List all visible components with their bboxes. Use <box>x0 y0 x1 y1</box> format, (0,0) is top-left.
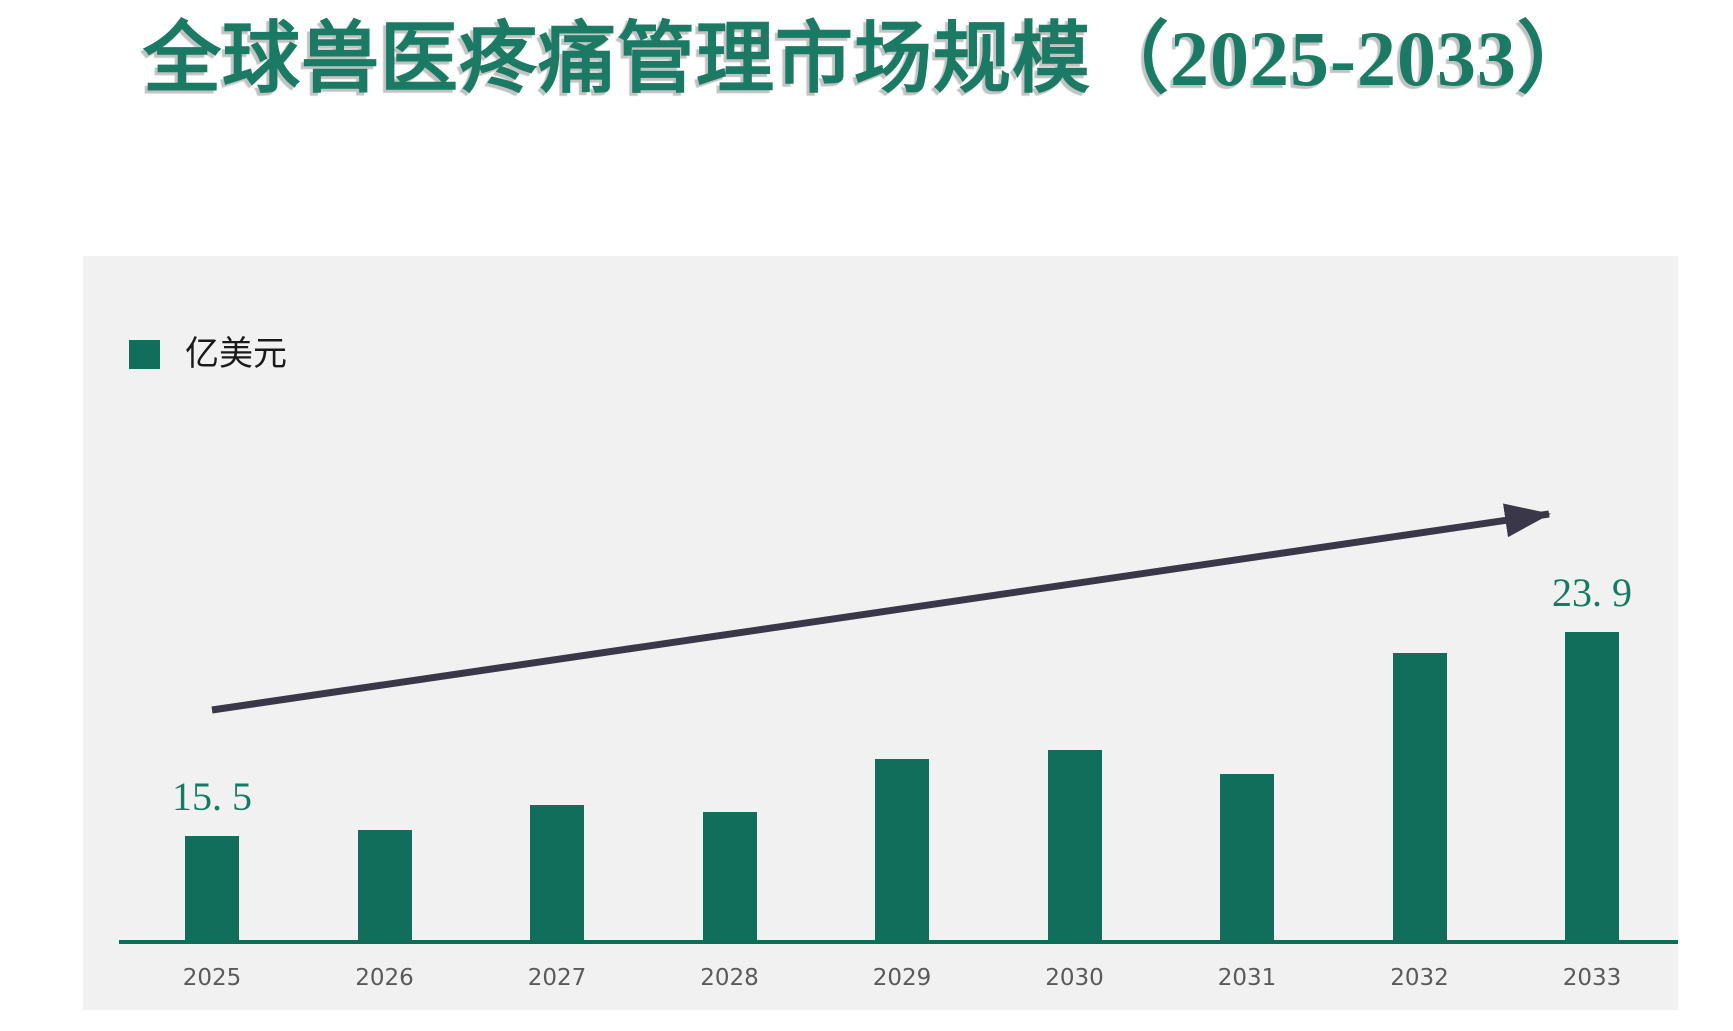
x-label-2027: 2027 <box>527 965 587 991</box>
bar-2032 <box>1392 653 1447 944</box>
x-label-2033: 2033 <box>1562 965 1622 991</box>
value-label-2025: 15. 5 <box>172 774 252 819</box>
bar-2031 <box>1220 774 1274 944</box>
x-label-2026: 2026 <box>355 965 414 991</box>
chart-panel: 亿美元 15. 5 23. 9 2025 2026 2027 2028 2029 2030 2… <box>83 256 1678 1010</box>
x-label-2031: 2031 <box>1217 965 1277 991</box>
bar-2028 <box>702 812 757 944</box>
x-label-2025: 2025 <box>182 965 242 991</box>
x-label-2030: 2030 <box>1045 965 1104 991</box>
legend-label: 亿美元 <box>185 335 287 373</box>
bar-2030 <box>1047 750 1102 944</box>
legend-swatch-icon <box>129 340 160 369</box>
bar-2029 <box>875 759 929 944</box>
value-label-2033: 23. 9 <box>1552 570 1632 615</box>
bar-2026 <box>357 830 412 944</box>
x-label-2032: 2032 <box>1390 965 1449 991</box>
bar-2033 <box>1565 632 1619 944</box>
bar-2025 <box>185 836 239 944</box>
x-axis-line <box>119 940 1678 944</box>
chart-legend: 亿美元 <box>129 335 287 373</box>
chart-title: 全球兽医疼痛管理市场规模（2025-2033） <box>143 15 1596 102</box>
x-label-2028: 2028 <box>700 965 759 991</box>
bar-2027 <box>530 805 584 944</box>
x-label-2029: 2029 <box>872 965 932 991</box>
